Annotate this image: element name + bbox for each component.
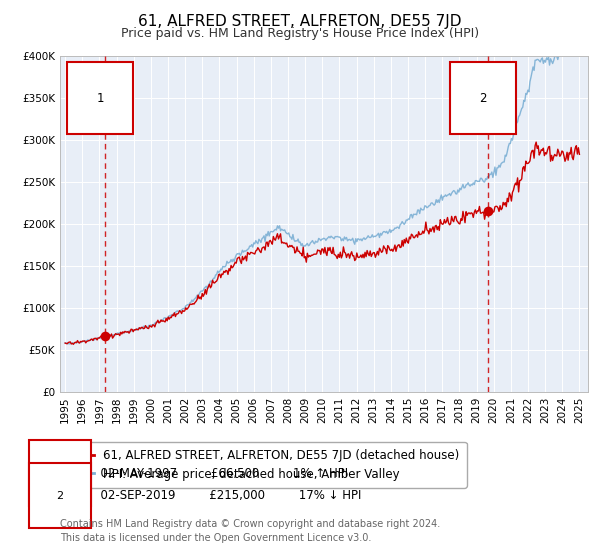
Text: 02-SEP-2019         £215,000         17% ↓ HPI: 02-SEP-2019 £215,000 17% ↓ HPI <box>93 489 361 502</box>
Text: Price paid vs. HM Land Registry's House Price Index (HPI): Price paid vs. HM Land Registry's House … <box>121 27 479 40</box>
Text: 2: 2 <box>479 91 487 105</box>
Text: This data is licensed under the Open Government Licence v3.0.: This data is licensed under the Open Gov… <box>60 533 371 543</box>
Text: 1: 1 <box>56 468 64 478</box>
Legend: 61, ALFRED STREET, ALFRETON, DE55 7JD (detached house), HPI: Average price, deta: 61, ALFRED STREET, ALFRETON, DE55 7JD (d… <box>63 442 467 488</box>
Text: 02-MAY-1997         £66,500         1% ↑ HPI: 02-MAY-1997 £66,500 1% ↑ HPI <box>93 466 348 480</box>
Text: 61, ALFRED STREET, ALFRETON, DE55 7JD: 61, ALFRED STREET, ALFRETON, DE55 7JD <box>138 14 462 29</box>
Text: 2: 2 <box>56 491 64 501</box>
Text: Contains HM Land Registry data © Crown copyright and database right 2024.: Contains HM Land Registry data © Crown c… <box>60 519 440 529</box>
Text: 1: 1 <box>96 91 104 105</box>
